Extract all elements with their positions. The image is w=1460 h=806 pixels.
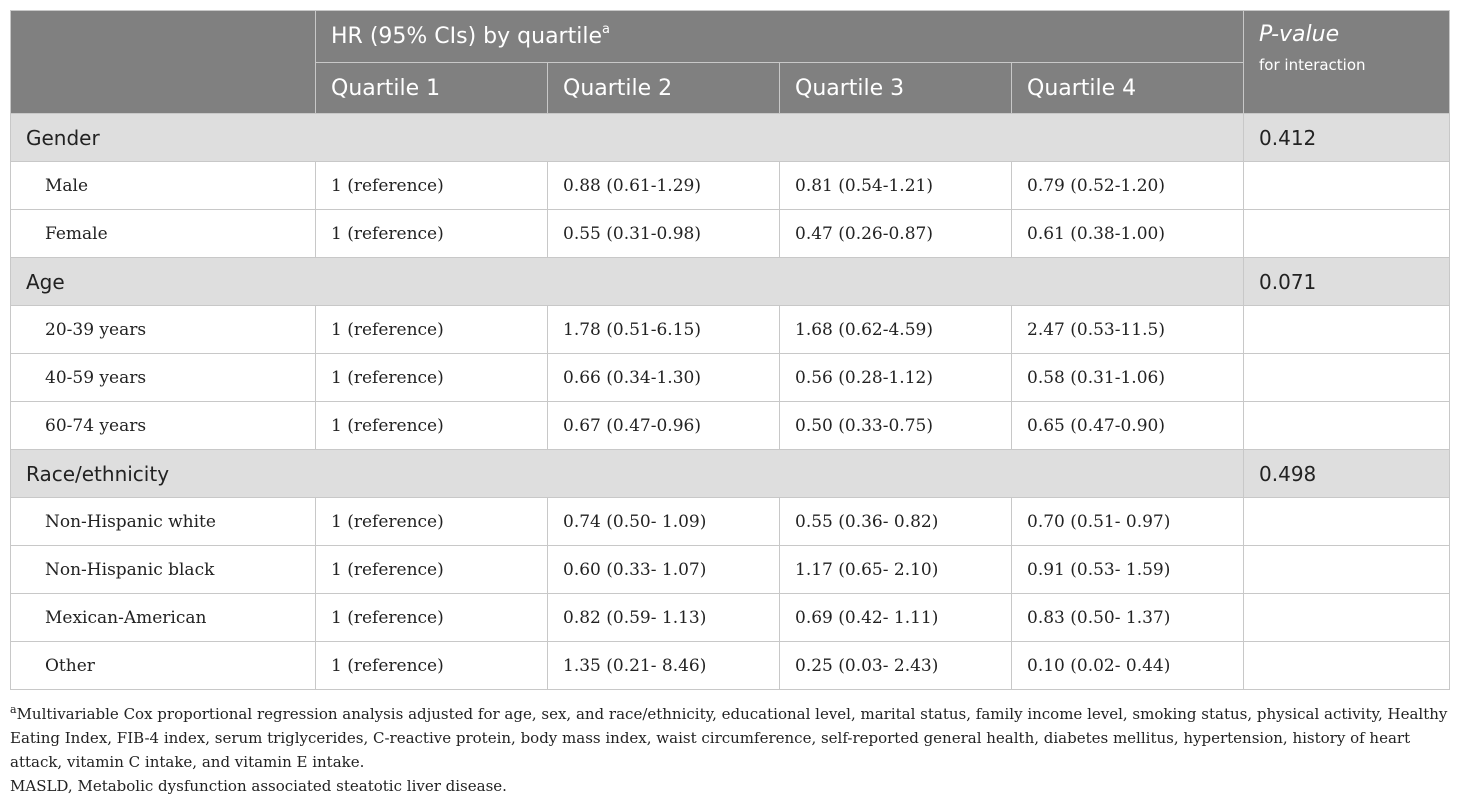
- pvalue-title: P-value: [1259, 22, 1340, 47]
- cell-q3: 1.17 (0.65- 2.10): [779, 545, 1012, 594]
- header-row-1: HR (95% CIs) by quartilea P-value for in…: [10, 10, 1451, 114]
- row-label: Mexican-American: [10, 593, 316, 642]
- table-row: Other 1 (reference) 1.35 (0.21- 8.46) 0.…: [10, 641, 1451, 690]
- cell-q2: 0.66 (0.34-1.30): [547, 353, 780, 402]
- cell-q2: 0.88 (0.61-1.29): [547, 161, 780, 210]
- header-quartile-4: Quartile 4: [1010, 62, 1245, 114]
- header-hr-group: HR (95% CIs) by quartilea: [314, 10, 1245, 63]
- cell-q3: 0.47 (0.26-0.87): [779, 209, 1012, 258]
- group-label: Race/ethnicity: [9, 449, 1245, 498]
- cell-pvalue-empty: [1243, 593, 1451, 642]
- cell-q1: 1 (reference): [315, 497, 548, 546]
- row-label: Non-Hispanic black: [10, 545, 316, 594]
- row-label: 40-59 years: [10, 353, 316, 402]
- cell-q2: 1.35 (0.21- 8.46): [547, 641, 780, 690]
- group-pvalue: 0.498: [1243, 449, 1451, 498]
- table-row: 20-39 years 1 (reference) 1.78 (0.51-6.1…: [10, 305, 1451, 354]
- group-row-race-ethnicity: Race/ethnicity 0.498: [9, 449, 1451, 498]
- header-row-2: Quartile 1 Quartile 2 Quartile 3 Quartil…: [11, 62, 1450, 114]
- header-hr-group-label: HR (95% CIs) by quartile: [331, 24, 602, 49]
- cell-q3: 0.81 (0.54-1.21): [779, 161, 1012, 210]
- cell-q4: 2.47 (0.53-11.5): [1010, 305, 1245, 354]
- cell-q4: 0.10 (0.02- 0.44): [1010, 641, 1245, 690]
- table-row: 40-59 years 1 (reference) 0.66 (0.34-1.3…: [10, 353, 1451, 402]
- cell-q2: 0.67 (0.47-0.96): [547, 401, 780, 450]
- cell-q3: 1.68 (0.62-4.59): [779, 305, 1012, 354]
- row-label: Non-Hispanic white: [10, 497, 316, 546]
- table-row: 60-74 years 1 (reference) 0.67 (0.47-0.9…: [10, 401, 1451, 450]
- cell-q1: 1 (reference): [315, 545, 548, 594]
- group-row-age: Age 0.071: [9, 257, 1451, 306]
- footnote-marker: a: [10, 703, 17, 716]
- cell-q1: 1 (reference): [315, 161, 548, 210]
- table-row: Non-Hispanic white 1 (reference) 0.74 (0…: [10, 497, 1451, 546]
- table-footnotes: aMultivariable Cox proportional regressi…: [10, 702, 1450, 798]
- cell-q1: 1 (reference): [315, 305, 548, 354]
- cell-pvalue-empty: [1243, 209, 1451, 258]
- cell-q2: 0.74 (0.50- 1.09): [547, 497, 780, 546]
- cell-q3: 0.50 (0.33-0.75): [779, 401, 1012, 450]
- cell-q1: 1 (reference): [315, 593, 548, 642]
- cell-q4: 0.70 (0.51- 0.97): [1010, 497, 1245, 546]
- cell-q4: 0.65 (0.47-0.90): [1010, 401, 1245, 450]
- group-label: Age: [9, 257, 1245, 306]
- header-quartile-2: Quartile 2: [547, 62, 780, 114]
- cell-q2: 1.78 (0.51-6.15): [547, 305, 780, 354]
- pvalue-subtitle: for interaction: [1259, 56, 1366, 74]
- header-pvalue: P-value for interaction: [1243, 10, 1451, 114]
- table-row: Mexican-American 1 (reference) 0.82 (0.5…: [10, 593, 1451, 642]
- cell-pvalue-empty: [1243, 641, 1451, 690]
- cell-q4: 0.61 (0.38-1.00): [1010, 209, 1245, 258]
- cell-q3: 0.55 (0.36- 0.82): [779, 497, 1012, 546]
- row-label: Other: [10, 641, 316, 690]
- hazard-ratio-table: HR (95% CIs) by quartilea P-value for in…: [9, 10, 1451, 690]
- footnote-marker: a: [601, 22, 610, 37]
- cell-q1: 1 (reference): [315, 401, 548, 450]
- cell-q2: 0.82 (0.59- 1.13): [547, 593, 780, 642]
- cell-q3: 0.69 (0.42- 1.11): [779, 593, 1012, 642]
- footnote-a: aMultivariable Cox proportional regressi…: [10, 702, 1450, 774]
- cell-q4: 0.58 (0.31-1.06): [1010, 353, 1245, 402]
- cell-q3: 0.56 (0.28-1.12): [779, 353, 1012, 402]
- group-pvalue: 0.412: [1243, 113, 1451, 162]
- group-row-gender: Gender 0.412: [9, 113, 1451, 162]
- row-label: Female: [10, 209, 316, 258]
- cell-pvalue-empty: [1243, 545, 1451, 594]
- cell-q1: 1 (reference): [315, 209, 548, 258]
- header-quartile-1: Quartile 1: [315, 62, 548, 114]
- cell-pvalue-empty: [1243, 353, 1451, 402]
- cell-q4: 0.83 (0.50- 1.37): [1010, 593, 1245, 642]
- cell-q4: 0.91 (0.53- 1.59): [1010, 545, 1245, 594]
- header-empty-cell: [10, 10, 316, 114]
- cell-q2: 0.55 (0.31-0.98): [547, 209, 780, 258]
- table-row: Non-Hispanic black 1 (reference) 0.60 (0…: [10, 545, 1451, 594]
- group-label: Gender: [9, 113, 1245, 162]
- cell-pvalue-empty: [1243, 161, 1451, 210]
- cell-q1: 1 (reference): [315, 353, 548, 402]
- table-row: Male 1 (reference) 0.88 (0.61-1.29) 0.81…: [10, 161, 1451, 210]
- footnote-abbreviation: MASLD, Metabolic dysfunction associated …: [10, 777, 507, 795]
- cell-pvalue-empty: [1243, 305, 1451, 354]
- header-quartile-3: Quartile 3: [779, 62, 1012, 114]
- cell-pvalue-empty: [1243, 497, 1451, 546]
- cell-q3: 0.25 (0.03- 2.43): [779, 641, 1012, 690]
- row-label: 60-74 years: [10, 401, 316, 450]
- table-row: Female 1 (reference) 0.55 (0.31-0.98) 0.…: [10, 209, 1451, 258]
- cell-q2: 0.60 (0.33- 1.07): [547, 545, 780, 594]
- cell-q1: 1 (reference): [315, 641, 548, 690]
- group-pvalue: 0.071: [1243, 257, 1451, 306]
- row-label: Male: [10, 161, 316, 210]
- row-label: 20-39 years: [10, 305, 316, 354]
- cell-pvalue-empty: [1243, 401, 1451, 450]
- footnote-a-text: Multivariable Cox proportional regressio…: [10, 705, 1448, 771]
- cell-q4: 0.79 (0.52-1.20): [1010, 161, 1245, 210]
